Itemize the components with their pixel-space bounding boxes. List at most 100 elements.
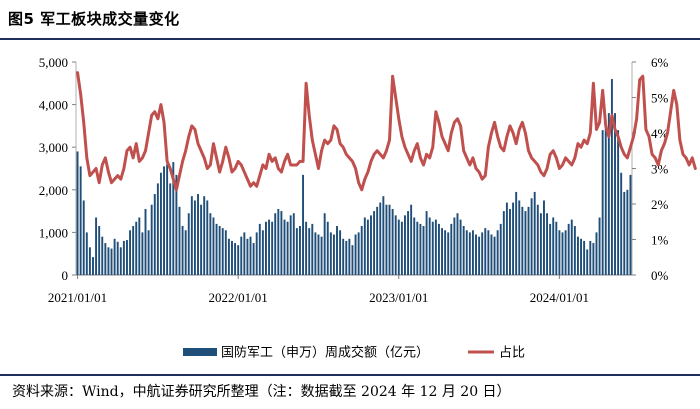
volume-bar — [391, 208, 394, 275]
volume-bar — [311, 223, 314, 275]
volume-bar — [515, 191, 518, 275]
right-tick-label: 1% — [651, 233, 669, 248]
volume-bar — [363, 217, 366, 275]
volume-bar — [215, 223, 218, 275]
volume-bar — [79, 166, 82, 275]
volume-bar — [144, 208, 147, 275]
volume-bar — [471, 230, 474, 275]
volume-bar — [561, 232, 564, 275]
volume-bar — [339, 230, 342, 275]
volume-bar — [234, 243, 237, 275]
volume-bar — [370, 215, 372, 275]
volume-bar — [607, 113, 610, 276]
volume-bar — [521, 206, 524, 275]
volume-bar — [187, 213, 190, 275]
volume-bar — [345, 240, 348, 275]
volume-bar — [465, 230, 468, 275]
volume-bar — [573, 226, 576, 275]
volume-bar — [175, 174, 178, 275]
volume-bar — [280, 211, 283, 275]
volume-bar — [546, 213, 549, 275]
volume-bar — [298, 226, 301, 275]
volume-bar — [441, 228, 443, 275]
volume-bar — [271, 221, 274, 275]
volume-bar — [224, 230, 227, 275]
volume-bar — [221, 228, 224, 275]
volume-bar — [397, 219, 400, 275]
volume-bar — [138, 217, 141, 275]
volume-bar — [320, 236, 323, 275]
volume-bar — [101, 236, 104, 275]
volume-bar — [357, 232, 360, 275]
volume-bar — [277, 208, 280, 275]
volume-bar — [82, 200, 85, 275]
volume-bar — [413, 217, 416, 275]
volume-bar — [592, 243, 595, 275]
volume-bar — [453, 217, 456, 275]
volume-bar — [524, 211, 527, 275]
volume-bar — [212, 217, 215, 275]
volume-bar — [95, 217, 98, 275]
left-tick-label: 5,000 — [39, 55, 68, 70]
volume-bar — [209, 213, 212, 275]
volume-bar — [407, 211, 410, 275]
volume-bar — [354, 234, 357, 275]
volume-bar — [255, 232, 258, 275]
left-tick-label: 1,000 — [39, 225, 68, 240]
volume-bar — [231, 240, 233, 275]
source-note: 资料来源：Wind，中航证券研究所整理（注：数据截至 2024 年 12 月 2… — [12, 384, 511, 400]
volume-bar — [456, 213, 459, 275]
volume-bar — [317, 234, 320, 275]
volume-bar — [283, 219, 286, 275]
volume-bar — [190, 196, 193, 275]
volume-bar — [502, 211, 505, 275]
volume-bar — [475, 234, 477, 275]
volume-bar — [159, 172, 162, 275]
left-tick-label: 4,000 — [39, 98, 68, 113]
volume-bar — [126, 240, 128, 275]
volume-bar — [351, 245, 354, 275]
volume-bar — [468, 232, 471, 275]
volume-bar — [342, 238, 345, 275]
volume-bar — [484, 228, 487, 275]
volume-bar — [104, 243, 107, 275]
volume-bar — [450, 223, 453, 275]
figure-title: 图5 军工板块成交量变化 — [8, 10, 180, 28]
volume-bar — [252, 243, 255, 275]
volume-bar — [604, 121, 607, 275]
volume-bar — [555, 221, 558, 275]
volume-bar — [166, 164, 169, 275]
left-tick-label: 2,000 — [39, 183, 68, 198]
volume-bar — [499, 223, 502, 275]
x-tick-label: 2022/01/01 — [209, 290, 268, 305]
volume-bar — [518, 200, 521, 275]
volume-bar — [558, 230, 561, 275]
volume-bar — [564, 230, 567, 275]
x-tick-label: 2024/01/01 — [530, 290, 589, 305]
x-tick-label: 2021/01/01 — [48, 290, 107, 305]
volume-bar — [323, 213, 326, 275]
volume-bar — [85, 232, 88, 275]
figure-header: 图5 军工板块成交量变化 — [0, 0, 700, 38]
volume-bar — [292, 213, 295, 275]
volume-bar — [92, 257, 94, 275]
volume-bar — [400, 221, 403, 275]
x-axis-ticks: 2021/01/01 2022/01/01 2023/01/01 2024/01/01 — [48, 275, 589, 305]
volume-bar — [478, 236, 481, 275]
volume-bar — [437, 223, 440, 275]
share-line — [76, 71, 697, 192]
volume-bar — [163, 166, 165, 275]
volume-bar — [181, 226, 184, 275]
volume-bar — [169, 183, 172, 275]
volume-bar — [249, 236, 252, 275]
volume-bar — [552, 217, 555, 275]
volume-bar — [459, 219, 462, 275]
volume-bar — [184, 230, 187, 275]
volume-bar — [576, 236, 579, 275]
volume-bar — [110, 248, 113, 275]
volume-bar — [410, 204, 413, 275]
volume-bar — [237, 245, 240, 275]
volume-bar — [586, 249, 589, 275]
volume-bar — [329, 232, 332, 275]
volume-bar — [549, 223, 552, 275]
